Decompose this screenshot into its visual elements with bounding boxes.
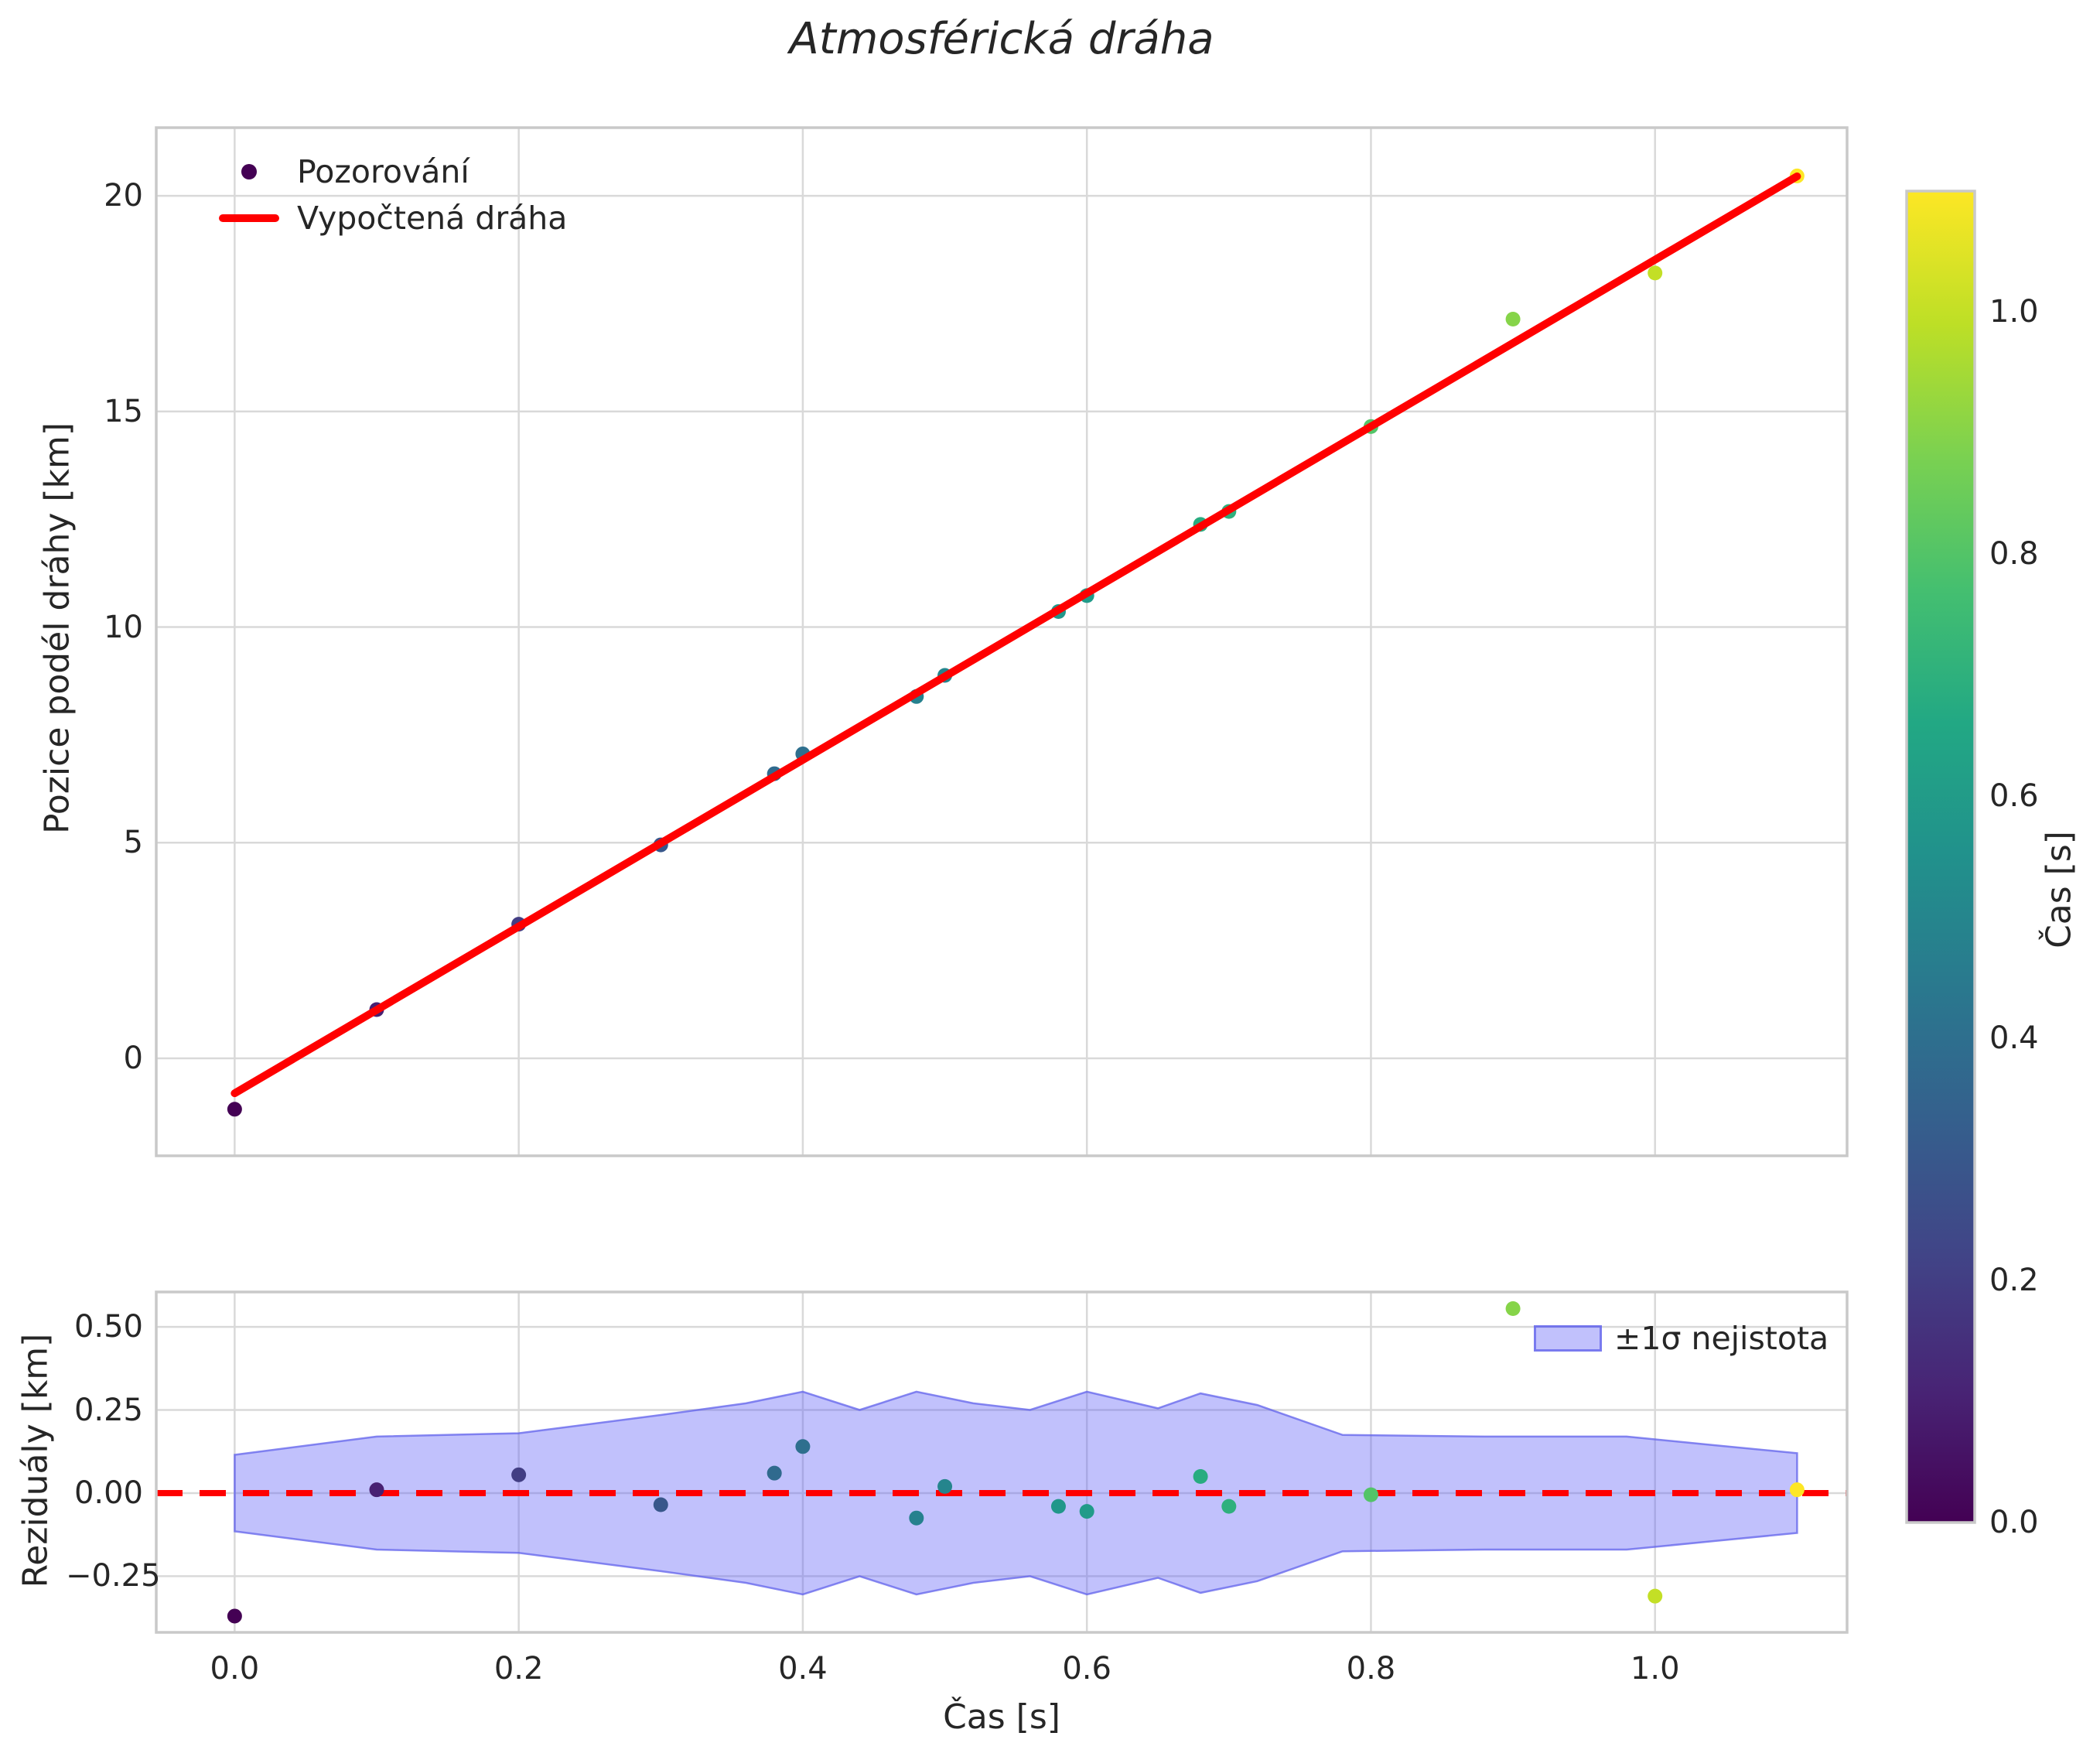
colorbar-tick-label: 0.4: [1989, 1020, 2039, 1057]
colorbar-tick-label: 1.0: [1989, 294, 2039, 330]
residual-y-axis-label: Reziduály [km]: [15, 1333, 56, 1588]
residual-legend: ±1σ nejistota: [1534, 1320, 1829, 1357]
x-tick-label: 0.4: [778, 1651, 828, 1687]
x-tick-label: 0.6: [1062, 1651, 1111, 1687]
residual-y-tick-label: 0.00: [73, 1475, 143, 1511]
top-y-tick-label: 15: [104, 393, 143, 429]
colorbar-label: Čas [s]: [2039, 831, 2079, 948]
legend-label-fit-line: Vypočtená dráha: [297, 200, 568, 237]
residual-y-tick-label: −0.25: [66, 1558, 161, 1594]
legend-item-fit-line: Vypočtená dráha: [213, 195, 567, 241]
legend-label-observations: Pozorování: [297, 153, 470, 190]
fit-line-swatch-icon: [219, 214, 279, 222]
x-tick-label: 0.2: [493, 1651, 544, 1687]
legend-item-observations: Pozorování: [213, 149, 567, 195]
top-plot-legend: Pozorování Vypočtená dráha: [213, 149, 567, 241]
uncertainty-band-swatch-icon: [1534, 1325, 1602, 1352]
residual-y-tick-label: 0.50: [73, 1309, 143, 1345]
legend-label-uncertainty: ±1σ nejistota: [1614, 1320, 1829, 1357]
colorbar-tick-label: 0.2: [1989, 1263, 2039, 1299]
top-y-tick-label: 10: [104, 609, 143, 645]
colorbar-tick-label: 0.0: [1989, 1505, 2039, 1540]
x-tick-label: 0.8: [1346, 1651, 1396, 1687]
x-tick-label: 0.0: [210, 1651, 260, 1687]
top-y-tick-label: 20: [104, 178, 143, 214]
colorbar-tick-label: 0.8: [1989, 536, 2039, 572]
chart-title: Atmosférická dráha: [789, 14, 1214, 64]
scatter-marker-swatch-icon: [241, 164, 257, 179]
top-y-tick-label: 0: [123, 1041, 143, 1076]
x-axis-label: Čas [s]: [943, 1697, 1060, 1737]
colorbar-tick-label: 0.6: [1989, 778, 2039, 815]
residual-y-tick-label: 0.25: [73, 1392, 143, 1428]
top-y-tick-label: 5: [123, 825, 143, 861]
x-tick-label: 1.0: [1630, 1651, 1680, 1687]
